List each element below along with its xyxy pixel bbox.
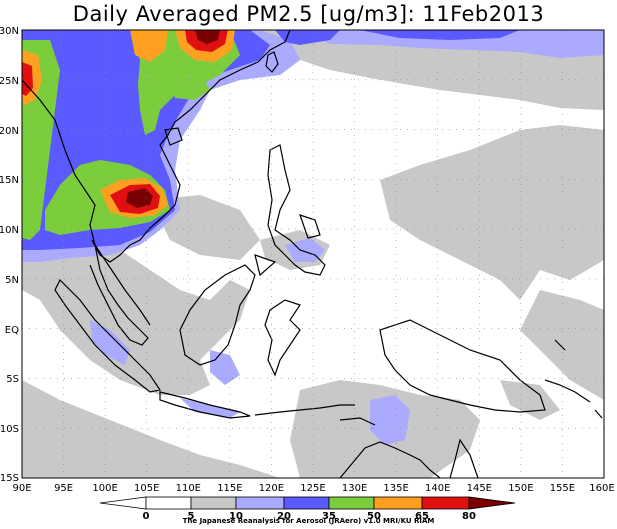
gridlines — [22, 30, 604, 478]
colorbar-label: 10 — [229, 511, 243, 522]
lon-label: 135E — [383, 483, 408, 494]
lat-label: 30N — [0, 26, 19, 37]
colorbar-label: 80 — [462, 511, 476, 522]
lon-label: 115E — [217, 483, 242, 494]
lat-label: EQ — [5, 325, 19, 336]
colorbar-label: 50 — [367, 511, 381, 522]
lon-label: 110E — [176, 483, 201, 494]
plot-frame — [21, 29, 605, 479]
colorbar-segment — [468, 496, 516, 510]
lon-label: 105E — [134, 483, 159, 494]
lat-label: 15N — [0, 175, 19, 186]
colorbar: 0 5 10 20 35 50 65 80 — [99, 496, 516, 522]
lon-label: 95E — [54, 483, 73, 494]
lat-label: 10N — [0, 225, 19, 236]
lon-axis: 90E 95E 100E 105E 110E 115E 120E 125E 13… — [12, 483, 614, 494]
lon-label: 155E — [550, 483, 575, 494]
colorbar-segment — [373, 496, 423, 510]
colorbar-segment — [328, 496, 375, 510]
colorbar-label: 35 — [322, 511, 336, 522]
field-5-10 — [22, 30, 604, 478]
credit-text: The Japanese Reanalysis for Aerosol (JRA… — [182, 517, 435, 525]
lat-axis: 30N 25N 20N 15N 10N 5N EQ 5S 10S 15S — [0, 26, 19, 484]
lat-label: 10S — [0, 424, 19, 435]
lat-label: 15S — [0, 473, 19, 484]
colorbar-label: 20 — [277, 511, 291, 522]
colorbar-label: 0 — [143, 511, 150, 522]
coastlines — [22, 30, 603, 478]
colorbar-segment — [283, 496, 330, 510]
colorbar-label: 65 — [415, 511, 429, 522]
colorbar-segment — [99, 496, 147, 510]
lon-label: 140E — [425, 483, 450, 494]
lon-label: 125E — [300, 483, 325, 494]
lat-label: 5N — [5, 275, 19, 286]
colorbar-segment — [145, 496, 192, 510]
map-title: Daily Averaged PM2.5 [ug/m3]: 11Feb2013 — [72, 2, 545, 26]
lon-label: 120E — [259, 483, 284, 494]
lat-label: 25N — [0, 76, 19, 87]
lon-label: 145E — [467, 483, 492, 494]
colorbar-label: 5 — [188, 511, 195, 522]
lon-label: 160E — [589, 483, 614, 494]
lon-label: 100E — [92, 483, 117, 494]
colorbar-segment — [190, 496, 237, 510]
field-80-plus — [126, 30, 220, 208]
colorbar-segment — [235, 496, 285, 510]
lat-label: 5S — [6, 374, 19, 385]
lon-label: 130E — [342, 483, 367, 494]
lat-label: 20N — [0, 126, 19, 137]
concentration-field — [22, 30, 604, 478]
colorbar-segment — [421, 496, 470, 510]
lon-label: 90E — [12, 483, 31, 494]
lon-label: 150E — [508, 483, 533, 494]
